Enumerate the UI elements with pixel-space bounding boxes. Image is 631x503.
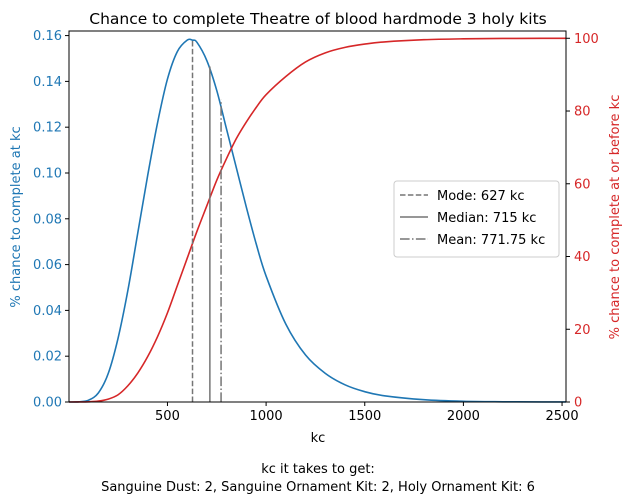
y-left-tick-label: 0.04 bbox=[33, 304, 62, 319]
y-right-tick-label: 80 bbox=[574, 105, 591, 120]
y-left-tick-label: 0.08 bbox=[33, 212, 62, 227]
x-axis: 500 1000 1500 2000 2500 bbox=[155, 402, 579, 424]
chance-at-kc-line bbox=[68, 38, 567, 403]
y-right-tick-label: 60 bbox=[574, 177, 591, 192]
y-right-tick-label: 100 bbox=[574, 32, 599, 47]
x-tick-label: 1500 bbox=[348, 409, 381, 424]
legend-mode-label: Mode: 627 kc bbox=[437, 189, 525, 204]
y-axis-right-label: % chance to complete at or before kc bbox=[608, 95, 623, 340]
footer-line-2: Sanguine Dust: 2, Sanguine Ornament Kit:… bbox=[101, 480, 535, 495]
x-tick-label: 2500 bbox=[546, 409, 579, 424]
x-tick-label: 2000 bbox=[447, 409, 480, 424]
legend-box bbox=[393, 180, 560, 258]
plot-area bbox=[68, 37, 567, 403]
y-axis-left-label: % chance to complete at kc bbox=[9, 126, 24, 307]
cumulative-chance-line bbox=[68, 37, 567, 403]
chart-title: Chance to complete Theatre of blood hard… bbox=[89, 10, 547, 28]
y-left-tick-label: 0.06 bbox=[33, 258, 62, 273]
y-axis-left: 0.00 0.02 0.04 0.06 0.08 0.10 0.12 0.14 0.16 bbox=[33, 29, 69, 411]
y-right-tick-label: 20 bbox=[574, 323, 591, 338]
footer-line-1: kc it takes to get: bbox=[261, 462, 375, 477]
plot-frame bbox=[68, 30, 567, 403]
y-left-tick-label: 0.02 bbox=[33, 350, 62, 365]
legend: Mode: 627 kc Median: 715 kc Mean: 771.75… bbox=[393, 180, 560, 258]
legend-mean-label: Mean: 771.75 kc bbox=[437, 233, 545, 248]
y-left-tick-label: 0.00 bbox=[33, 396, 62, 411]
legend-median-label: Median: 715 kc bbox=[437, 211, 536, 226]
x-tick-label: 1000 bbox=[250, 409, 283, 424]
y-left-tick-label: 0.12 bbox=[33, 121, 62, 136]
y-left-tick-label: 0.16 bbox=[33, 29, 62, 44]
y-right-tick-label: 0 bbox=[574, 396, 582, 411]
x-tick-label: 500 bbox=[155, 409, 180, 424]
x-axis-label: kc bbox=[311, 431, 326, 446]
y-left-tick-label: 0.14 bbox=[33, 75, 62, 90]
y-right-tick-label: 40 bbox=[574, 250, 591, 265]
y-axis-right: 0 20 40 60 80 100 bbox=[566, 32, 599, 411]
y-left-tick-label: 0.10 bbox=[33, 166, 62, 181]
